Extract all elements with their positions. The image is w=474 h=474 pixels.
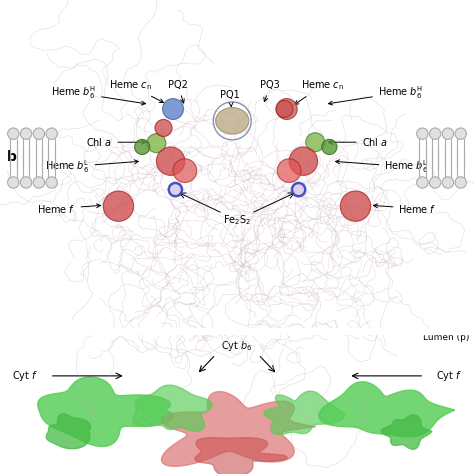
- Circle shape: [417, 177, 428, 188]
- Circle shape: [156, 147, 185, 175]
- Circle shape: [169, 183, 182, 196]
- Circle shape: [442, 177, 454, 188]
- Text: Heme $\mathit{f}$: Heme $\mathit{f}$: [37, 202, 100, 215]
- Circle shape: [455, 128, 466, 139]
- Circle shape: [46, 177, 57, 188]
- Text: Lumen (p): Lumen (p): [423, 333, 469, 342]
- Circle shape: [33, 128, 45, 139]
- Circle shape: [20, 128, 32, 139]
- Polygon shape: [133, 385, 212, 431]
- Text: Heme $c_\mathrm{n}$: Heme $c_\mathrm{n}$: [295, 78, 344, 104]
- Circle shape: [46, 128, 57, 139]
- Text: Fe$_2$S$_2$: Fe$_2$S$_2$: [223, 213, 251, 227]
- Polygon shape: [162, 392, 316, 466]
- Polygon shape: [46, 414, 91, 449]
- Ellipse shape: [216, 108, 249, 134]
- Circle shape: [417, 128, 428, 139]
- Text: Heme $b_6^\mathrm{L}$: Heme $b_6^\mathrm{L}$: [45, 158, 138, 175]
- Polygon shape: [195, 438, 287, 474]
- Circle shape: [292, 183, 305, 196]
- Circle shape: [33, 177, 45, 188]
- Circle shape: [276, 99, 297, 119]
- Polygon shape: [382, 415, 432, 449]
- Circle shape: [289, 147, 318, 175]
- Circle shape: [277, 159, 301, 182]
- Polygon shape: [264, 391, 344, 434]
- Circle shape: [455, 177, 466, 188]
- Circle shape: [8, 177, 19, 188]
- Text: Heme $b_6^\mathrm{H}$: Heme $b_6^\mathrm{H}$: [328, 84, 423, 105]
- Polygon shape: [319, 382, 455, 437]
- Circle shape: [429, 128, 441, 139]
- Circle shape: [135, 139, 150, 155]
- Text: Heme $\mathit{f}$: Heme $\mathit{f}$: [374, 202, 437, 215]
- Text: Cyt $\mathit{b}_6$: Cyt $\mathit{b}_6$: [221, 338, 253, 353]
- Circle shape: [306, 133, 325, 152]
- Circle shape: [8, 128, 19, 139]
- Circle shape: [103, 191, 134, 221]
- Circle shape: [322, 139, 337, 155]
- Circle shape: [147, 134, 166, 153]
- Circle shape: [155, 119, 172, 137]
- Bar: [0, 328, 474, 334]
- Circle shape: [20, 177, 32, 188]
- Circle shape: [340, 191, 371, 221]
- Text: PQ1: PQ1: [220, 90, 240, 107]
- Text: Heme $b_6^\mathrm{H}$: Heme $b_6^\mathrm{H}$: [51, 84, 146, 105]
- Circle shape: [276, 100, 293, 118]
- Text: Chl $\mathit{a}$: Chl $\mathit{a}$: [328, 136, 388, 148]
- Text: Cyt $\mathit{f}$: Cyt $\mathit{f}$: [436, 369, 462, 383]
- Text: Heme $c_\mathrm{n}$: Heme $c_\mathrm{n}$: [109, 78, 164, 102]
- Text: PQ3: PQ3: [260, 80, 280, 101]
- Circle shape: [429, 177, 441, 188]
- Text: $\mathbf{b}$: $\mathbf{b}$: [6, 149, 17, 164]
- Circle shape: [442, 128, 454, 139]
- Text: Heme $b_6^\mathrm{L}$: Heme $b_6^\mathrm{L}$: [336, 158, 429, 175]
- Text: Chl $\mathit{a}$: Chl $\mathit{a}$: [86, 136, 146, 148]
- Polygon shape: [38, 377, 173, 447]
- Circle shape: [163, 99, 183, 119]
- Circle shape: [173, 159, 197, 182]
- Text: Cyt $\mathit{f}$: Cyt $\mathit{f}$: [12, 369, 38, 383]
- Text: PQ2: PQ2: [168, 80, 188, 103]
